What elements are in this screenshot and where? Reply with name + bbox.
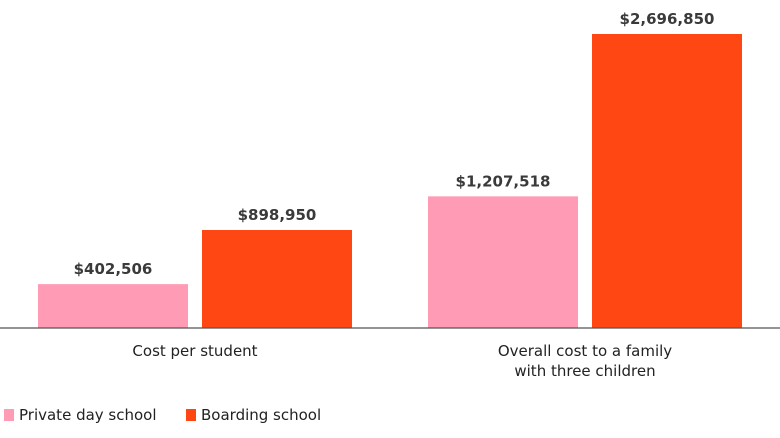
value-label: $402,506 <box>74 260 153 278</box>
legend-label: Boarding school <box>201 406 322 424</box>
bar <box>592 34 742 328</box>
x-tick-label: Overall cost to a family with three chil… <box>497 342 673 380</box>
legend-item: Private day school <box>4 406 157 424</box>
value-label: $1,207,518 <box>456 172 551 190</box>
value-label: $2,696,850 <box>620 10 715 28</box>
bar <box>38 284 188 328</box>
value-label: $898,950 <box>238 206 317 224</box>
bar <box>202 230 352 328</box>
x-tick-label: Cost per student <box>132 342 258 360</box>
legend-item: Boarding school <box>186 406 321 424</box>
legend-swatch <box>186 409 196 421</box>
legend-swatch <box>4 409 14 421</box>
bar <box>428 196 578 328</box>
legend-label: Private day school <box>19 406 157 424</box>
